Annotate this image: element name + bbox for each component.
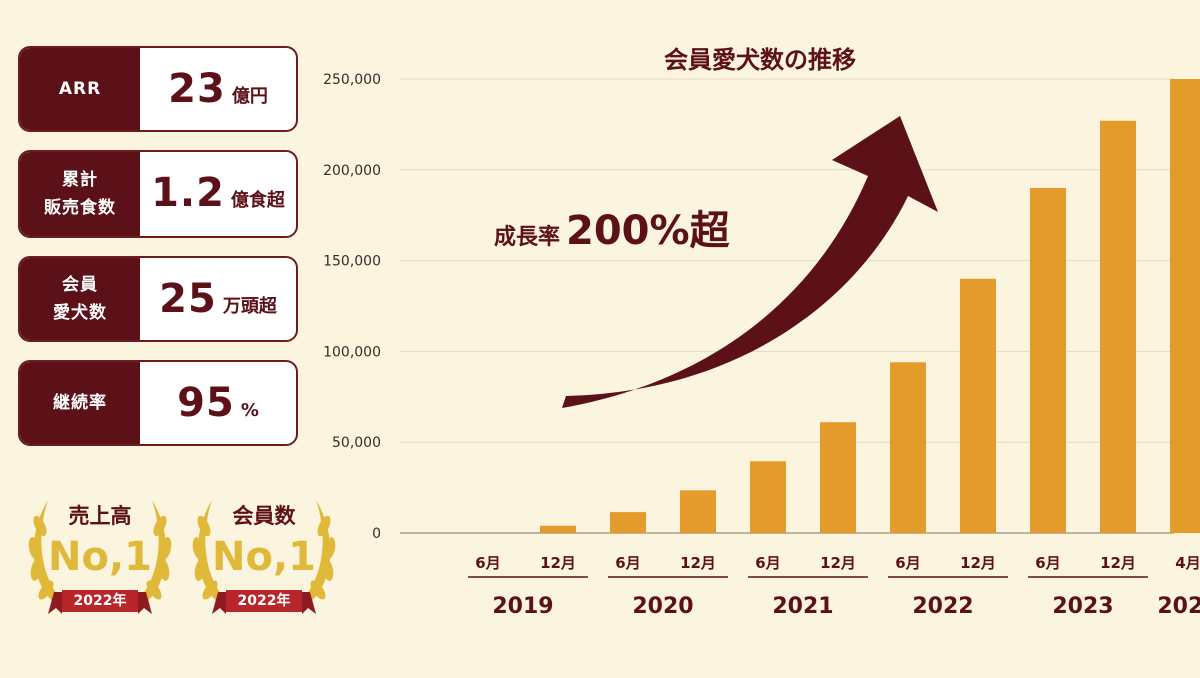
year-label: 2022 [912,594,973,619]
x-tick-label: 12月 [540,554,576,572]
award-badges: 売上高 No,1 2022年 会員数 No,1 2022年 [20,486,340,626]
stat-value: 23 [168,66,226,112]
y-tick-label: 100,000 [323,344,381,360]
x-tick-label: 6月 [615,554,640,572]
stat-retention: 継続率 95 % [18,360,298,446]
stat-dogs: 会員 愛犬数 25 万頭超 [18,256,298,342]
bar [610,512,646,533]
stats-panel: ARR 23 億円 累計 販売食数 1.2 億食超 会員 愛犬数 25 万頭超 … [18,46,298,464]
stat-label: 継続率 [20,362,140,444]
bar [1100,120,1136,533]
laurel-icon [192,500,336,614]
stat-value-wrap: 1.2 億食超 [140,152,296,236]
year-label: 2021 [772,594,833,619]
year-label: 2020 [632,594,693,619]
stat-value: 25 [159,276,217,322]
bar [960,278,996,533]
stat-value-wrap: 95 % [140,362,296,444]
stat-value: 1.2 [151,170,225,216]
x-tick-label: 4月 [1175,554,1200,572]
year-label: 2019 [492,594,553,619]
bar [890,362,926,533]
stat-meals: 累計 販売食数 1.2 億食超 [18,150,298,238]
growth-callout: 成長率 200%超 [494,198,730,256]
stat-arr: ARR 23 億円 [18,46,298,132]
badge-year: 2022年 [226,590,302,612]
y-tick-label: 150,000 [323,254,381,270]
badge-title: 会員数 [232,504,296,528]
stat-label: 累計 販売食数 [20,152,140,236]
bar [750,461,786,533]
stat-value-wrap: 23 億円 [140,48,296,130]
chart-title: 会員愛犬数の推移 [664,46,856,74]
badge-title: 売上高 [68,504,132,528]
stat-unit: 億円 [231,86,268,107]
growth-arrow-icon [562,116,938,408]
year-label: 2024 [1157,594,1200,619]
x-tick-label: 12月 [960,554,996,572]
badge-rank: No,1 [48,534,152,580]
stat-label: 会員 愛犬数 [20,258,140,340]
award-badge-sales: 売上高 No,1 2022年 [20,486,180,626]
bar [1170,79,1200,533]
stat-value: 95 [177,380,235,426]
badge-rank: No,1 [212,534,316,580]
y-tick-label: 200,000 [323,163,381,179]
bar [540,525,576,533]
bar [820,422,856,533]
stat-unit: 億食超 [230,190,285,211]
year-label: 2023 [1052,594,1113,619]
laurel-icon [28,500,172,614]
y-tick-label: 250,000 [323,72,381,88]
growth-value: 200%超 [566,208,730,254]
x-tick-label: 6月 [1035,554,1060,572]
stat-unit: 万頭超 [222,296,277,317]
x-tick-label: 12月 [1100,554,1136,572]
award-badge-members: 会員数 No,1 2022年 [184,486,344,626]
x-tick-label: 6月 [755,554,780,572]
bar [680,490,716,533]
stat-unit: % [240,400,259,421]
y-tick-label: 50,000 [332,435,381,451]
x-tick-label: 12月 [680,554,716,572]
x-tick-label: 12月 [820,554,856,572]
y-tick-label: 0 [372,526,381,542]
stat-label: ARR [20,48,140,130]
x-tick-label: 6月 [895,554,920,572]
bar [1030,187,1066,533]
growth-label: 成長率 [494,225,561,250]
x-tick-label: 6月 [475,554,500,572]
stat-value-wrap: 25 万頭超 [140,258,296,340]
badge-year: 2022年 [62,590,138,612]
